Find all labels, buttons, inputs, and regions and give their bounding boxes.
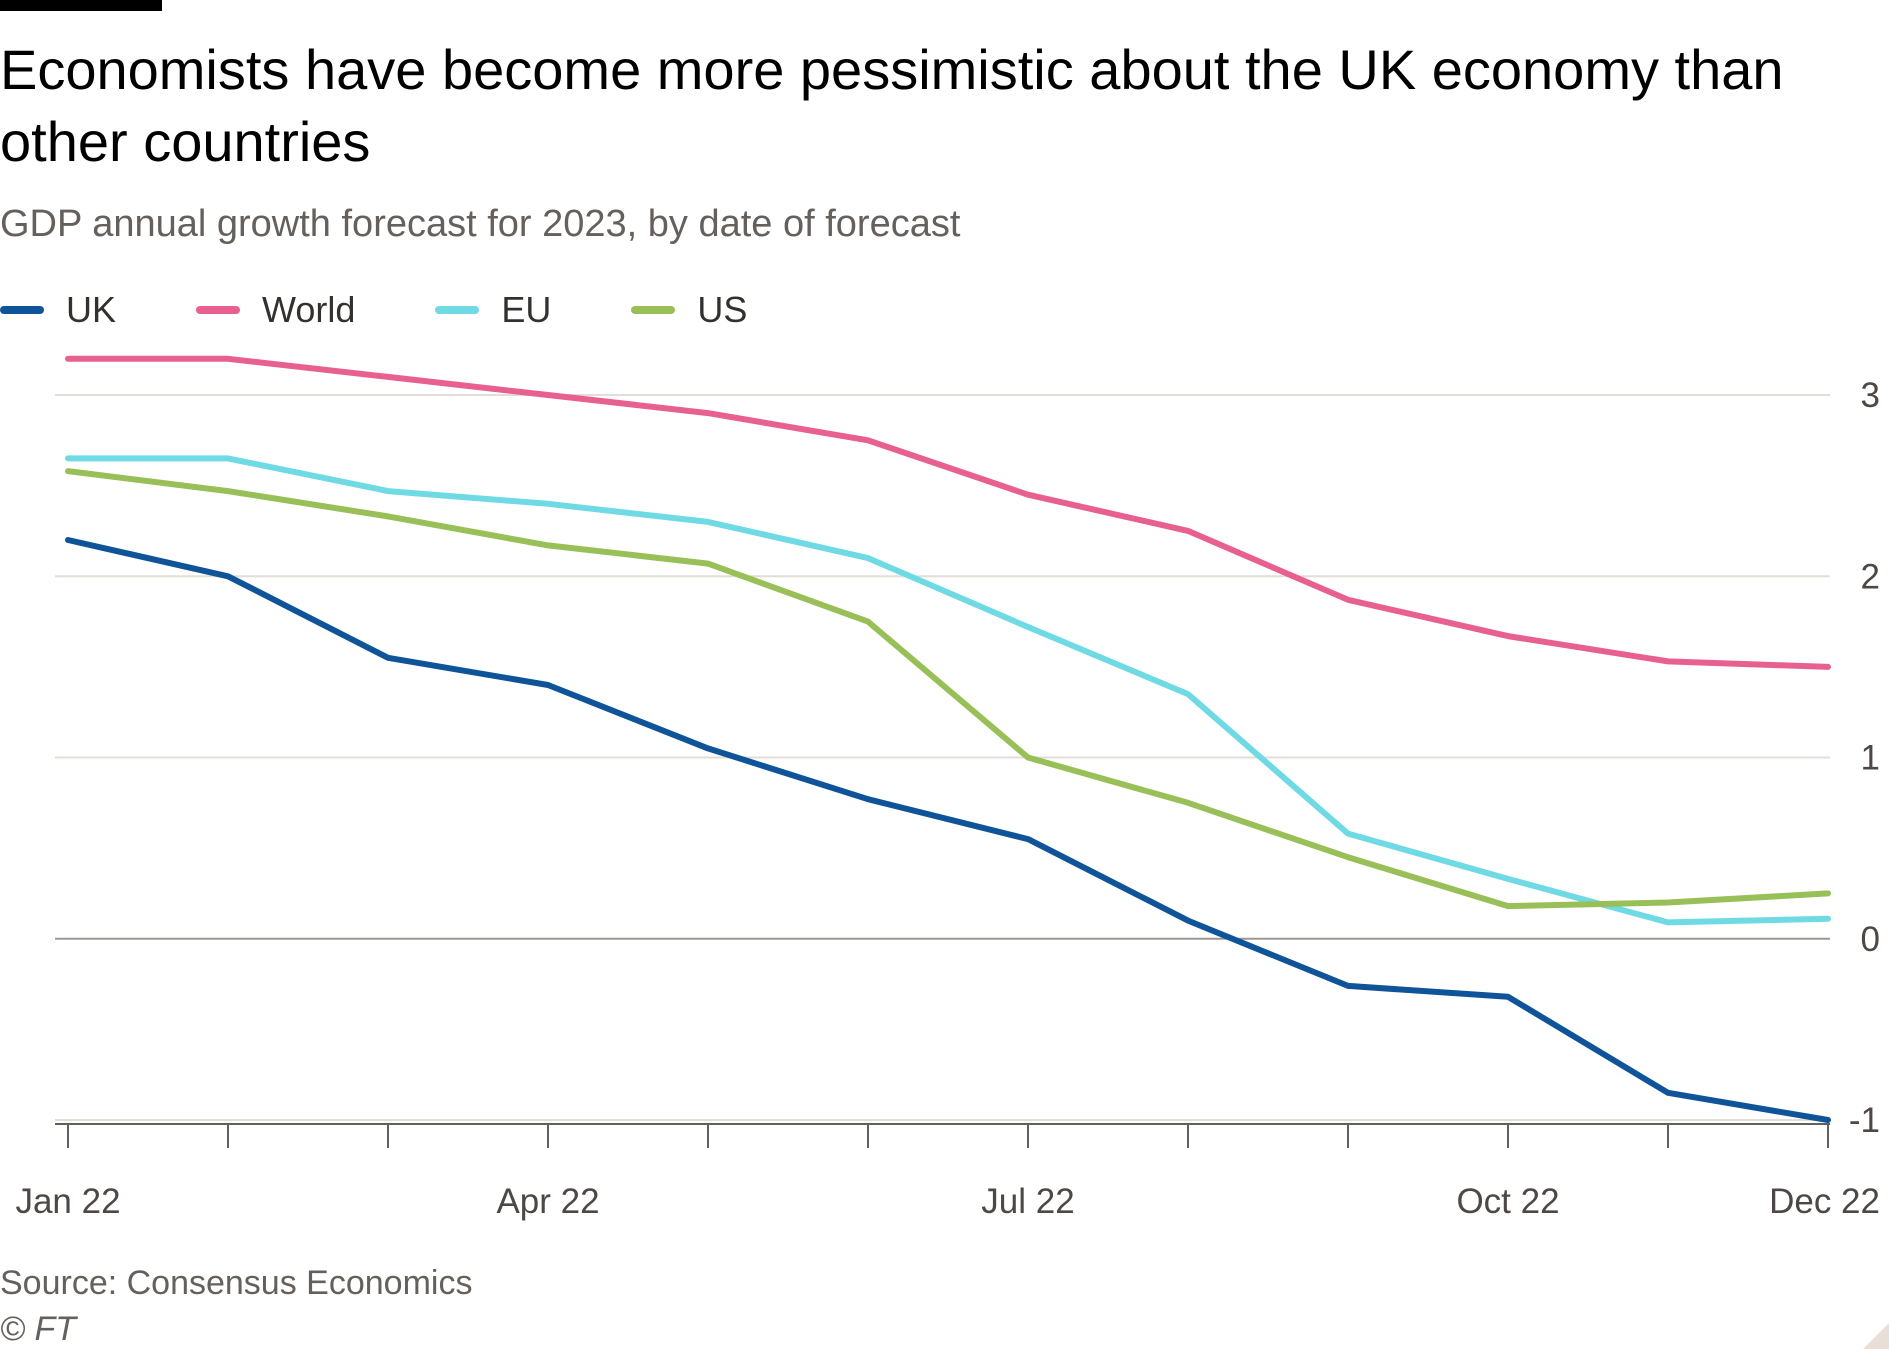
series-line-world bbox=[65, 355, 1831, 670]
x-tick-label: Jul 22 bbox=[981, 1182, 1074, 1221]
gridlines bbox=[55, 394, 1830, 1121]
x-tick-label: Apr 22 bbox=[496, 1182, 599, 1221]
legend-item-eu: EU bbox=[435, 289, 551, 331]
legend-swatch-uk bbox=[0, 306, 44, 314]
y-tick-label: 2 bbox=[1861, 557, 1880, 596]
legend-item-world: World bbox=[196, 289, 355, 331]
series-line-uk bbox=[65, 537, 1831, 1123]
chart-legend: UK World EU US bbox=[0, 284, 827, 336]
legend-label-us: US bbox=[697, 289, 748, 330]
legend-label-eu: EU bbox=[501, 289, 552, 330]
x-tick-label: Oct 22 bbox=[1456, 1182, 1559, 1221]
chart-subtitle: GDP annual growth forecast for 2023, by … bbox=[0, 203, 961, 245]
series-line-eu bbox=[65, 455, 1831, 926]
series-lines bbox=[65, 355, 1831, 1123]
chart-title: Economists have become more pessimistic … bbox=[0, 38, 1784, 173]
copyright-note: © FT bbox=[0, 1310, 77, 1348]
series-line-us bbox=[65, 468, 1831, 910]
legend-label-uk: UK bbox=[66, 289, 117, 330]
x-axis bbox=[55, 1123, 1830, 1148]
source-note: Source: Consensus Economics bbox=[0, 1264, 473, 1302]
line-chart: -1 0 1 2 3 Jan 22 Apr 22 Jul 22 Oct 22 Dec 22 bbox=[15, 355, 1880, 1221]
y-tick-label: 1 bbox=[1861, 739, 1880, 778]
brand-bar bbox=[0, 0, 162, 11]
legend-label-world: World bbox=[262, 289, 356, 330]
x-tick-label: Dec 22 bbox=[1769, 1182, 1880, 1221]
legend-item-uk: UK bbox=[0, 289, 116, 331]
legend-swatch-world bbox=[196, 306, 241, 314]
x-tick-label: Jan 22 bbox=[15, 1182, 120, 1221]
tick-labels: -1 0 1 2 3 Jan 22 Apr 22 Jul 22 Oct 22 Dec 22 bbox=[15, 376, 1880, 1221]
y-tick-label: -1 bbox=[1849, 1101, 1880, 1140]
y-tick-label: 0 bbox=[1861, 920, 1880, 959]
legend-item-us: US bbox=[631, 289, 747, 331]
y-tick-label: 3 bbox=[1861, 376, 1880, 415]
legend-swatch-eu bbox=[435, 306, 480, 314]
legend-swatch-us bbox=[631, 306, 676, 314]
corner-mark bbox=[1863, 1323, 1889, 1349]
